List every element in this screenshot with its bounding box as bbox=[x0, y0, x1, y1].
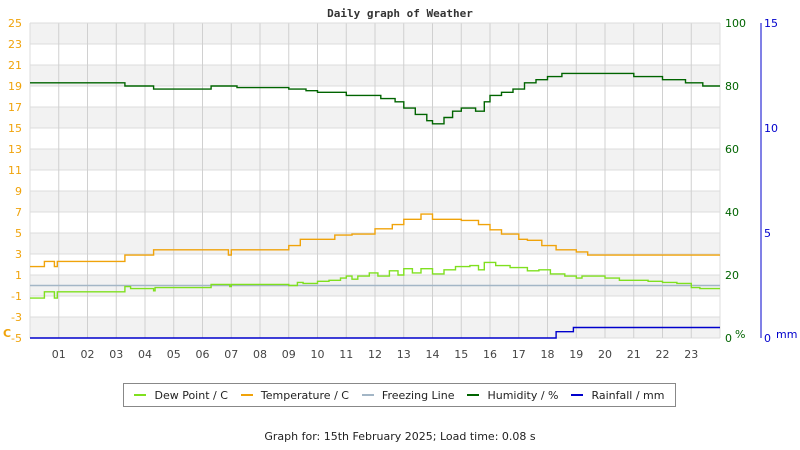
y-tick-label: 21 bbox=[8, 59, 22, 72]
legend-item-temperature: Temperature / C bbox=[240, 388, 349, 402]
legend-label: Dew Point / C bbox=[154, 388, 228, 402]
x-tick-label: 19 bbox=[569, 348, 583, 361]
humidity-tick-label: 40 bbox=[725, 206, 739, 219]
chart-title: Daily graph of Weather bbox=[327, 7, 473, 20]
series-dew-point bbox=[30, 261, 720, 299]
x-tick-label: 14 bbox=[426, 348, 440, 361]
humidity-tick-label: 0 bbox=[725, 332, 732, 345]
x-tick-label: 08 bbox=[253, 348, 267, 361]
y-tick-label: 1 bbox=[15, 269, 22, 282]
humidity-tick-label: 20 bbox=[725, 269, 739, 282]
humidity-tick-label: 80 bbox=[725, 80, 739, 93]
series-temperature bbox=[30, 213, 720, 268]
rain-tick-label: 0 bbox=[764, 332, 771, 345]
x-tick-label: 09 bbox=[282, 348, 296, 361]
y-tick-label: -5 bbox=[11, 332, 22, 345]
legend-label: Humidity / % bbox=[487, 388, 559, 402]
humidity-tick-label: 100 bbox=[725, 17, 746, 30]
legend-label: Rainfall / mm bbox=[591, 388, 665, 402]
weather-chart: Daily graph of Weather 25232119171513119… bbox=[3, 7, 797, 361]
x-tick-label: 06 bbox=[196, 348, 210, 361]
y-tick-label: 19 bbox=[8, 80, 22, 93]
humidity-unit-label: % bbox=[735, 328, 745, 341]
x-tick-label: 17 bbox=[512, 348, 526, 361]
series-lines bbox=[30, 72, 720, 339]
x-tick-label: 04 bbox=[138, 348, 152, 361]
x-tick-label: 01 bbox=[52, 348, 66, 361]
rain-tick-label: 5 bbox=[764, 227, 771, 240]
legend-item-rainfall: Rainfall / mm bbox=[571, 389, 664, 402]
y-tick-label: 23 bbox=[8, 38, 22, 51]
legend: Dew Point / C Temperature / C Freezing L… bbox=[123, 383, 676, 407]
y-tick-label: 11 bbox=[8, 164, 22, 177]
y-tick-label: 3 bbox=[15, 248, 22, 261]
x-tick-label: 05 bbox=[167, 348, 181, 361]
x-tick-label: 18 bbox=[541, 348, 555, 361]
x-tick-label: 11 bbox=[339, 348, 353, 361]
y-tick-label: 5 bbox=[15, 227, 22, 240]
rain-unit-label: mm bbox=[776, 328, 797, 341]
legend-swatch bbox=[467, 394, 480, 396]
y-tick-label: -1 bbox=[11, 290, 22, 303]
graph-footer: Graph for: 15th February 2025; Load time… bbox=[264, 430, 536, 443]
x-tick-label: 02 bbox=[81, 348, 95, 361]
y-tick-label: 25 bbox=[8, 17, 22, 30]
x-tick-label: 16 bbox=[483, 348, 497, 361]
y-tick-label: 17 bbox=[8, 101, 22, 114]
series-humidity bbox=[30, 72, 720, 125]
series-rainfall bbox=[30, 326, 720, 339]
legend-swatch bbox=[571, 394, 584, 396]
x-tick-label: 10 bbox=[311, 348, 325, 361]
legend-label: Temperature / C bbox=[260, 388, 349, 402]
legend-label: Freezing Line bbox=[381, 388, 455, 402]
x-tick-label: 20 bbox=[598, 348, 612, 361]
x-tick-label: 15 bbox=[454, 348, 468, 361]
legend-item-freezing-line: Freezing Line bbox=[361, 388, 455, 402]
humidity-tick-label: 60 bbox=[725, 143, 739, 156]
legend-item-dew-point: Dew Point / C bbox=[134, 388, 228, 402]
x-tick-label: 12 bbox=[368, 348, 382, 361]
y-tick-label: 7 bbox=[15, 206, 22, 219]
x-tick-label: 21 bbox=[627, 348, 641, 361]
rain-tick-label: 10 bbox=[764, 122, 778, 135]
legend-swatch bbox=[134, 394, 147, 396]
x-tick-label: 22 bbox=[656, 348, 670, 361]
legend-swatch bbox=[240, 394, 253, 396]
y-tick-label: 13 bbox=[8, 143, 22, 156]
x-tick-label: 13 bbox=[397, 348, 411, 361]
y-tick-label: 9 bbox=[15, 185, 22, 198]
rain-tick-label: 15 bbox=[764, 17, 778, 30]
legend-swatch bbox=[361, 394, 374, 396]
x-tick-label: 03 bbox=[109, 348, 123, 361]
x-tick-label: 07 bbox=[224, 348, 238, 361]
left-unit-label: C bbox=[3, 327, 11, 340]
y-tick-label: 15 bbox=[8, 122, 22, 135]
y-tick-label: -3 bbox=[11, 311, 22, 324]
x-tick-label: 23 bbox=[684, 348, 698, 361]
legend-item-humidity: Humidity / % bbox=[467, 389, 558, 402]
